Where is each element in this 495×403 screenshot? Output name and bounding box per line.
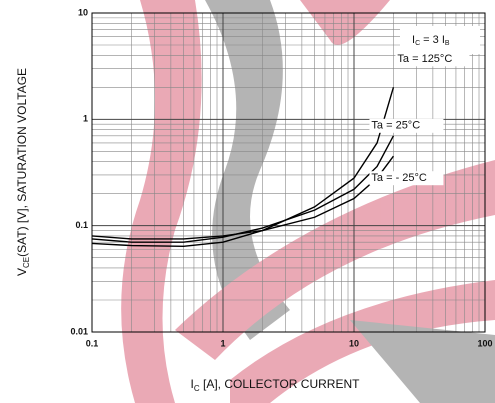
x-tick-label: 1 <box>220 338 225 348</box>
series-label: Ta = 125°C <box>397 53 452 65</box>
x-tick-label: 0.1 <box>86 338 99 348</box>
y-tick-label: 0.01 <box>70 326 88 336</box>
x-label-rest: [A], COLLECTOR CURRENT <box>200 377 360 391</box>
label-bg <box>369 171 444 186</box>
annotation: IC = 3 IB <box>412 34 450 47</box>
x-label-main: I <box>191 377 194 391</box>
series-line <box>91 135 395 243</box>
plot-frame <box>91 12 486 333</box>
y-tick-label: 1 <box>83 114 88 124</box>
y-tick-label: 10 <box>78 7 88 17</box>
y-axis-label: VCE(SAT) [V], SATURATION VOLTAGE <box>15 68 31 276</box>
x-tick-label: 100 <box>477 338 492 348</box>
x-tick-label: 10 <box>349 338 359 348</box>
ann-mid: = 3 I <box>420 34 445 46</box>
series-label: Ta = - 25°C <box>371 172 427 184</box>
label-bg <box>395 52 470 67</box>
x-label-sub: C <box>194 384 200 393</box>
annotation-box <box>400 26 480 54</box>
series-line <box>91 155 394 240</box>
ann-i: I <box>412 34 415 46</box>
y-label-sub: CE <box>22 257 31 268</box>
ann-sub-b: B <box>445 40 450 47</box>
y-label-rest: (SAT) [V], SATURATION VOLTAGE <box>15 68 29 257</box>
ann-sub-c: C <box>415 40 420 47</box>
watermark <box>121 0 495 403</box>
series-label: Ta = 25°C <box>371 120 420 132</box>
y-tick-label: 0.1 <box>75 220 88 230</box>
y-label-main: V <box>15 268 29 276</box>
x-axis-label: IC [A], COLLECTOR CURRENT <box>191 377 361 393</box>
label-bg <box>369 118 444 133</box>
